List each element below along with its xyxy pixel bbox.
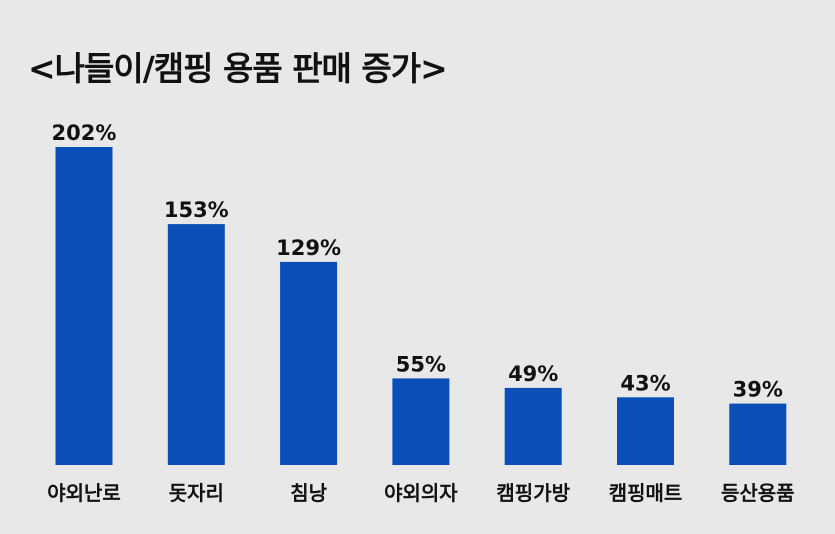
bar-value-label: 202% [52, 121, 117, 145]
category-label: 돗자리 [169, 481, 224, 505]
bar-value-label: 55% [396, 352, 446, 376]
category-label: 등산용품 [721, 481, 795, 505]
category-label: 캠핑가방 [496, 481, 570, 505]
bar-7 [729, 403, 787, 465]
bar-value-label: 49% [508, 362, 558, 386]
bar-3 [280, 261, 338, 465]
category-label: 야외난로 [47, 481, 121, 505]
bar-4 [392, 378, 450, 465]
bar-value-label: 43% [620, 371, 670, 395]
category-label: 야외의자 [384, 481, 458, 505]
chart-title: <나들이/캠핑 용품 판매 증가> [28, 49, 448, 88]
category-label: 캠핑매트 [609, 481, 683, 505]
bar-1 [55, 147, 113, 465]
bar-2 [167, 224, 225, 465]
bar-value-label: 153% [164, 198, 229, 222]
bar-5 [504, 387, 562, 465]
category-label: 침낭 [290, 481, 327, 505]
bar-6 [617, 397, 674, 465]
bar-value-label: 129% [276, 236, 341, 260]
bar-value-label: 39% [733, 378, 783, 402]
